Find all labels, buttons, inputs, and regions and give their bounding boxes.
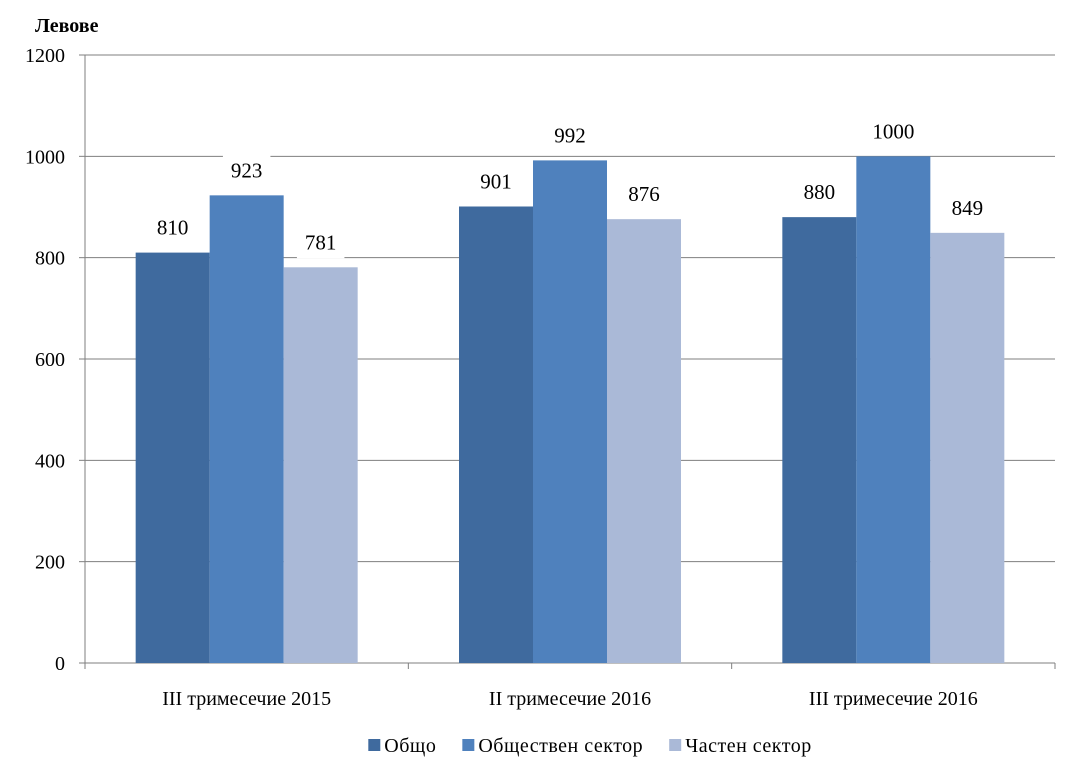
data-label-background: [795, 176, 844, 209]
legend-swatch: [669, 739, 682, 751]
bar: [856, 156, 931, 664]
bar: [782, 217, 857, 663]
x-tick-label: III тримесечие 2015: [162, 688, 331, 710]
data-label-background: [943, 191, 992, 224]
y-axis-label: Левове: [35, 15, 99, 37]
data-label: 849: [952, 196, 984, 220]
data-label-background: [222, 154, 271, 187]
data-label-background: [864, 115, 923, 148]
bar: [607, 219, 681, 663]
x-tick-label: III тримесечие 2016: [809, 688, 978, 710]
data-labels: 810 923 781 901 992 876 880 1000 849: [148, 115, 992, 259]
bar: [283, 267, 358, 663]
legend-label: Общо: [384, 735, 436, 757]
data-label-background: [472, 165, 520, 198]
y-tick-label: 400: [35, 450, 65, 472]
legend-item: Общо: [368, 735, 436, 757]
data-label-background: [148, 211, 197, 244]
data-label: 876: [628, 182, 660, 206]
legend-label: Частен сектор: [685, 735, 812, 757]
data-label: 992: [554, 123, 586, 147]
bar: [459, 206, 533, 663]
y-tick-label: 600: [35, 349, 65, 371]
bar: [135, 252, 210, 663]
bar: [930, 232, 1005, 663]
y-tick-label: 200: [35, 552, 65, 574]
data-label: 901: [480, 169, 512, 193]
y-tick-label: 0: [55, 653, 65, 675]
data-label-background: [296, 226, 345, 259]
bar: [209, 195, 284, 663]
y-tick-label: 1200: [25, 45, 65, 67]
bars: [135, 156, 1005, 664]
data-label: 781: [305, 230, 337, 254]
data-label: 810: [157, 216, 189, 240]
x-tick-label: II тримесечие 2016: [489, 688, 651, 710]
data-label: 1000: [872, 119, 914, 143]
legend-item: Обществен сектор: [462, 735, 643, 757]
data-label-background: [546, 119, 594, 152]
legend-item: Частен сектор: [669, 735, 812, 757]
legend-label: Обществен сектор: [478, 735, 643, 757]
data-label-background: [620, 178, 668, 211]
data-label: 880: [804, 180, 836, 204]
legend: Общо Обществен сектор Частен сектор: [368, 735, 811, 757]
legend-swatch: [368, 739, 381, 751]
y-tick-label: 800: [35, 248, 65, 270]
bar: [533, 160, 607, 664]
y-tick-label: 1000: [25, 146, 65, 168]
legend-swatch: [462, 739, 475, 751]
data-label: 923: [231, 158, 263, 182]
